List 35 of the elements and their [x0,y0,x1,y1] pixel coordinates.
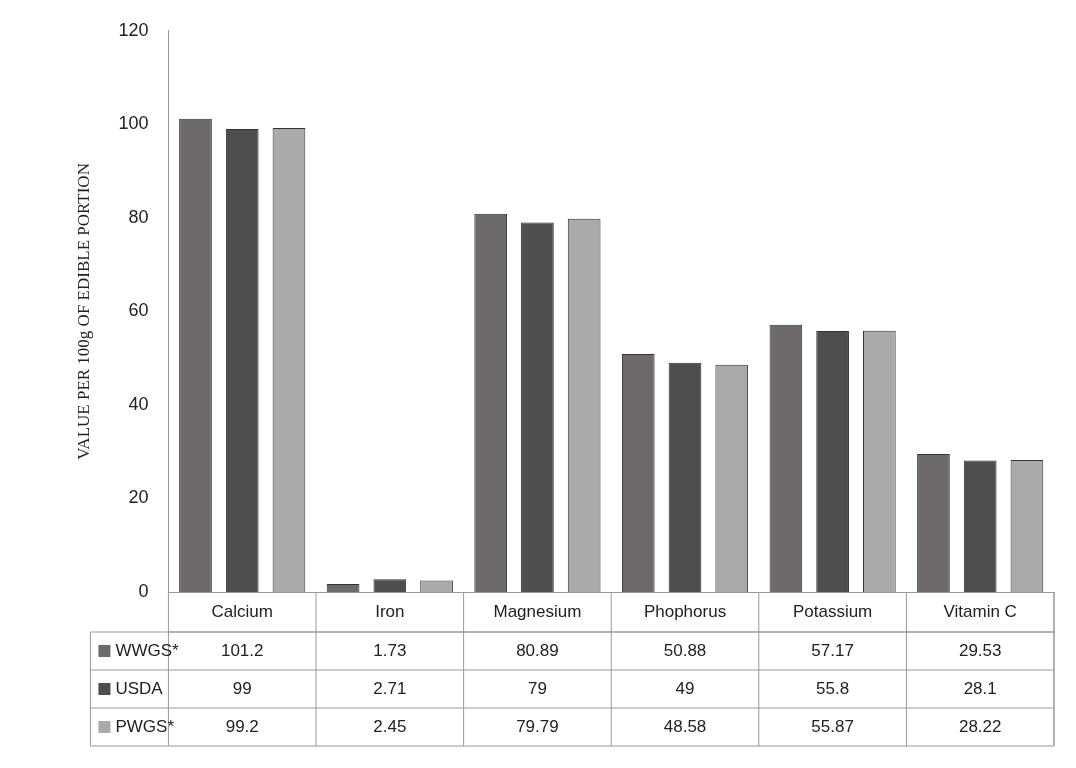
data-label: 2.71 [373,678,407,698]
data-label: 48.58 [663,716,707,736]
data-label: 55.8 [816,678,850,698]
y-axis-title: VALUE PER 100g OF EDIBLE PORTION [73,163,93,460]
y-tick-label: 60 [128,300,149,321]
data-label: 28.1 [963,678,997,698]
data-label: 28.22 [958,716,1002,736]
data-label: 79 [527,678,547,698]
data-label: 2.45 [373,716,407,736]
x-tick-label: Calcium [211,601,273,621]
x-tick-label: Magnesium [493,601,582,621]
legend-label: PWGS* [115,716,175,736]
y-tick-label: 20 [128,487,149,508]
data-label: 1.73 [373,640,407,660]
data-label: 79.79 [516,716,559,736]
x-tick-label: Phophorus [643,601,727,621]
y-tick-label: 100 [118,113,149,134]
data-label: 55.87 [811,716,854,736]
data-label: 80.89 [516,640,559,660]
legend-label: USDA [115,678,164,698]
y-tick-label: 0 [138,580,149,601]
y-tick-label: 80 [128,206,149,227]
data-label: 50.88 [663,640,707,660]
x-tick-label: Iron [375,601,405,621]
x-tick-label: Vitamin C [943,601,1017,621]
data-label: 29.53 [958,640,1002,660]
x-tick-label: Potassium [792,601,873,621]
data-label: 99 [232,678,252,698]
data-label: 57.17 [811,640,854,660]
data-label: 101.2 [220,640,264,660]
data-label: 99.2 [225,716,259,736]
legend-label: WWGS* [115,640,180,660]
data-label: 49 [675,678,695,698]
y-tick-label: 120 [118,19,149,40]
y-tick-label: 40 [128,393,149,414]
